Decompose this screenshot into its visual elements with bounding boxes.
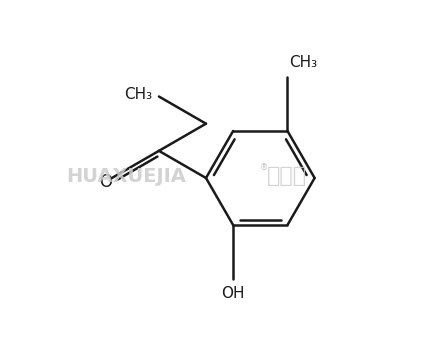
Text: HUAXUEJIA: HUAXUEJIA (66, 167, 186, 186)
Text: OH: OH (221, 286, 245, 301)
Text: ®: ® (260, 163, 268, 172)
Text: 化学加: 化学加 (268, 166, 308, 186)
Text: O: O (99, 173, 112, 190)
Text: CH₃: CH₃ (289, 55, 317, 70)
Text: CH₃: CH₃ (125, 87, 153, 102)
